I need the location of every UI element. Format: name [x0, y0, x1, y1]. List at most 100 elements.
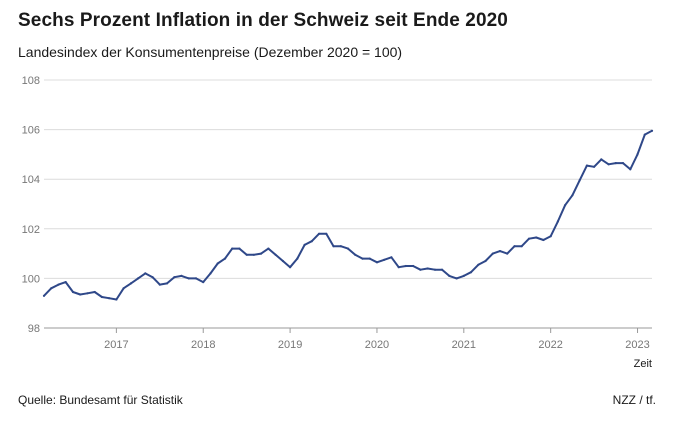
- data-point: [274, 253, 277, 256]
- data-point: [556, 220, 560, 223]
- data-point: [252, 253, 255, 256]
- series-layer: [42, 129, 654, 301]
- data-point: [64, 281, 67, 284]
- data-point: [629, 168, 632, 171]
- data-point: [50, 287, 53, 290]
- x-tick-label: 2022: [538, 339, 562, 351]
- data-point: [564, 204, 567, 207]
- data-point: [354, 253, 357, 256]
- data-point: [245, 253, 248, 256]
- data-point: [231, 247, 234, 250]
- data-point: [122, 287, 125, 290]
- data-point: [289, 266, 292, 269]
- data-point: [448, 274, 451, 277]
- data-point: [383, 258, 386, 261]
- grid-lines: [44, 79, 652, 279]
- y-axis-ticks: 98 100 102 104 106 108: [22, 75, 40, 335]
- data-point: [607, 163, 610, 166]
- data-point: [578, 179, 581, 182]
- data-point: [462, 274, 465, 277]
- data-point: [441, 268, 444, 271]
- data-point: [491, 252, 494, 255]
- x-tick-label: 2020: [365, 339, 389, 351]
- data-point: [520, 245, 523, 248]
- data-point: [194, 277, 198, 280]
- data-point: [332, 245, 335, 248]
- x-axis-ticks: 2017 2018 2019 2020 2021 2022 2023: [104, 328, 650, 351]
- data-point: [571, 194, 574, 197]
- data-point: [621, 162, 625, 165]
- data-point: [535, 236, 538, 239]
- data-point: [108, 297, 111, 300]
- data-point: [585, 164, 589, 167]
- data-point: [477, 263, 480, 266]
- chart-title: Sechs Prozent Inflation in der Schweiz s…: [18, 10, 508, 31]
- data-point: [368, 257, 371, 260]
- data-point: [397, 266, 400, 269]
- data-point: [361, 257, 364, 260]
- data-point: [527, 237, 531, 240]
- data-point: [390, 256, 393, 259]
- data-point: [129, 282, 132, 285]
- data-point: [325, 232, 328, 235]
- data-point: [339, 245, 342, 248]
- series-line: [43, 129, 653, 301]
- y-tick-label: 102: [22, 224, 40, 236]
- source-note: Quelle: Bundesamt für Statistik: [18, 393, 183, 407]
- x-tick-label: 2018: [191, 339, 215, 351]
- x-tick-label: 2023: [625, 339, 649, 351]
- data-point: [310, 240, 313, 243]
- data-point: [267, 247, 270, 250]
- data-point: [71, 290, 75, 294]
- x-axis-label: Zeit: [634, 358, 652, 370]
- y-tick-label: 98: [28, 323, 40, 335]
- data-point: [506, 252, 509, 255]
- data-point: [209, 272, 212, 275]
- data-point: [404, 264, 407, 268]
- data-point: [412, 264, 415, 268]
- data-point: [187, 277, 190, 280]
- data-point: [542, 238, 545, 242]
- data-point: [643, 133, 646, 136]
- data-point: [650, 129, 654, 132]
- data-point: [42, 294, 46, 297]
- x-tick-label: 2021: [452, 339, 476, 351]
- y-tick-label: 104: [22, 174, 40, 186]
- data-point: [57, 283, 60, 286]
- data-point: [216, 262, 219, 265]
- data-point: [303, 243, 306, 246]
- data-point: [151, 276, 154, 279]
- data-point: [513, 245, 516, 248]
- data-point: [158, 283, 161, 286]
- data-point: [433, 268, 436, 271]
- data-point: [484, 259, 487, 263]
- data-point: [115, 298, 118, 301]
- data-point: [173, 276, 176, 279]
- data-point: [419, 268, 422, 271]
- data-point: [455, 277, 458, 280]
- data-point: [375, 261, 379, 264]
- data-point: [346, 247, 350, 250]
- data-point: [614, 162, 617, 165]
- data-point: [636, 153, 639, 156]
- data-point: [202, 281, 205, 284]
- data-point: [86, 292, 89, 295]
- data-point: [498, 250, 502, 253]
- data-point: [100, 295, 103, 299]
- data-point: [549, 235, 552, 238]
- y-tick-label: 108: [22, 75, 40, 87]
- data-point: [238, 247, 241, 250]
- chart-subtitle: Landesindex der Konsumentenpreise (Dezem…: [18, 44, 403, 60]
- data-point: [469, 271, 473, 274]
- data-point: [223, 257, 227, 260]
- data-point: [593, 165, 596, 168]
- data-point: [600, 158, 603, 161]
- data-point: [144, 272, 147, 275]
- data-point: [296, 257, 299, 260]
- data-point: [93, 290, 96, 294]
- data-point: [165, 282, 169, 285]
- data-point: [317, 232, 321, 235]
- data-point: [260, 252, 263, 255]
- y-tick-label: 106: [22, 125, 40, 137]
